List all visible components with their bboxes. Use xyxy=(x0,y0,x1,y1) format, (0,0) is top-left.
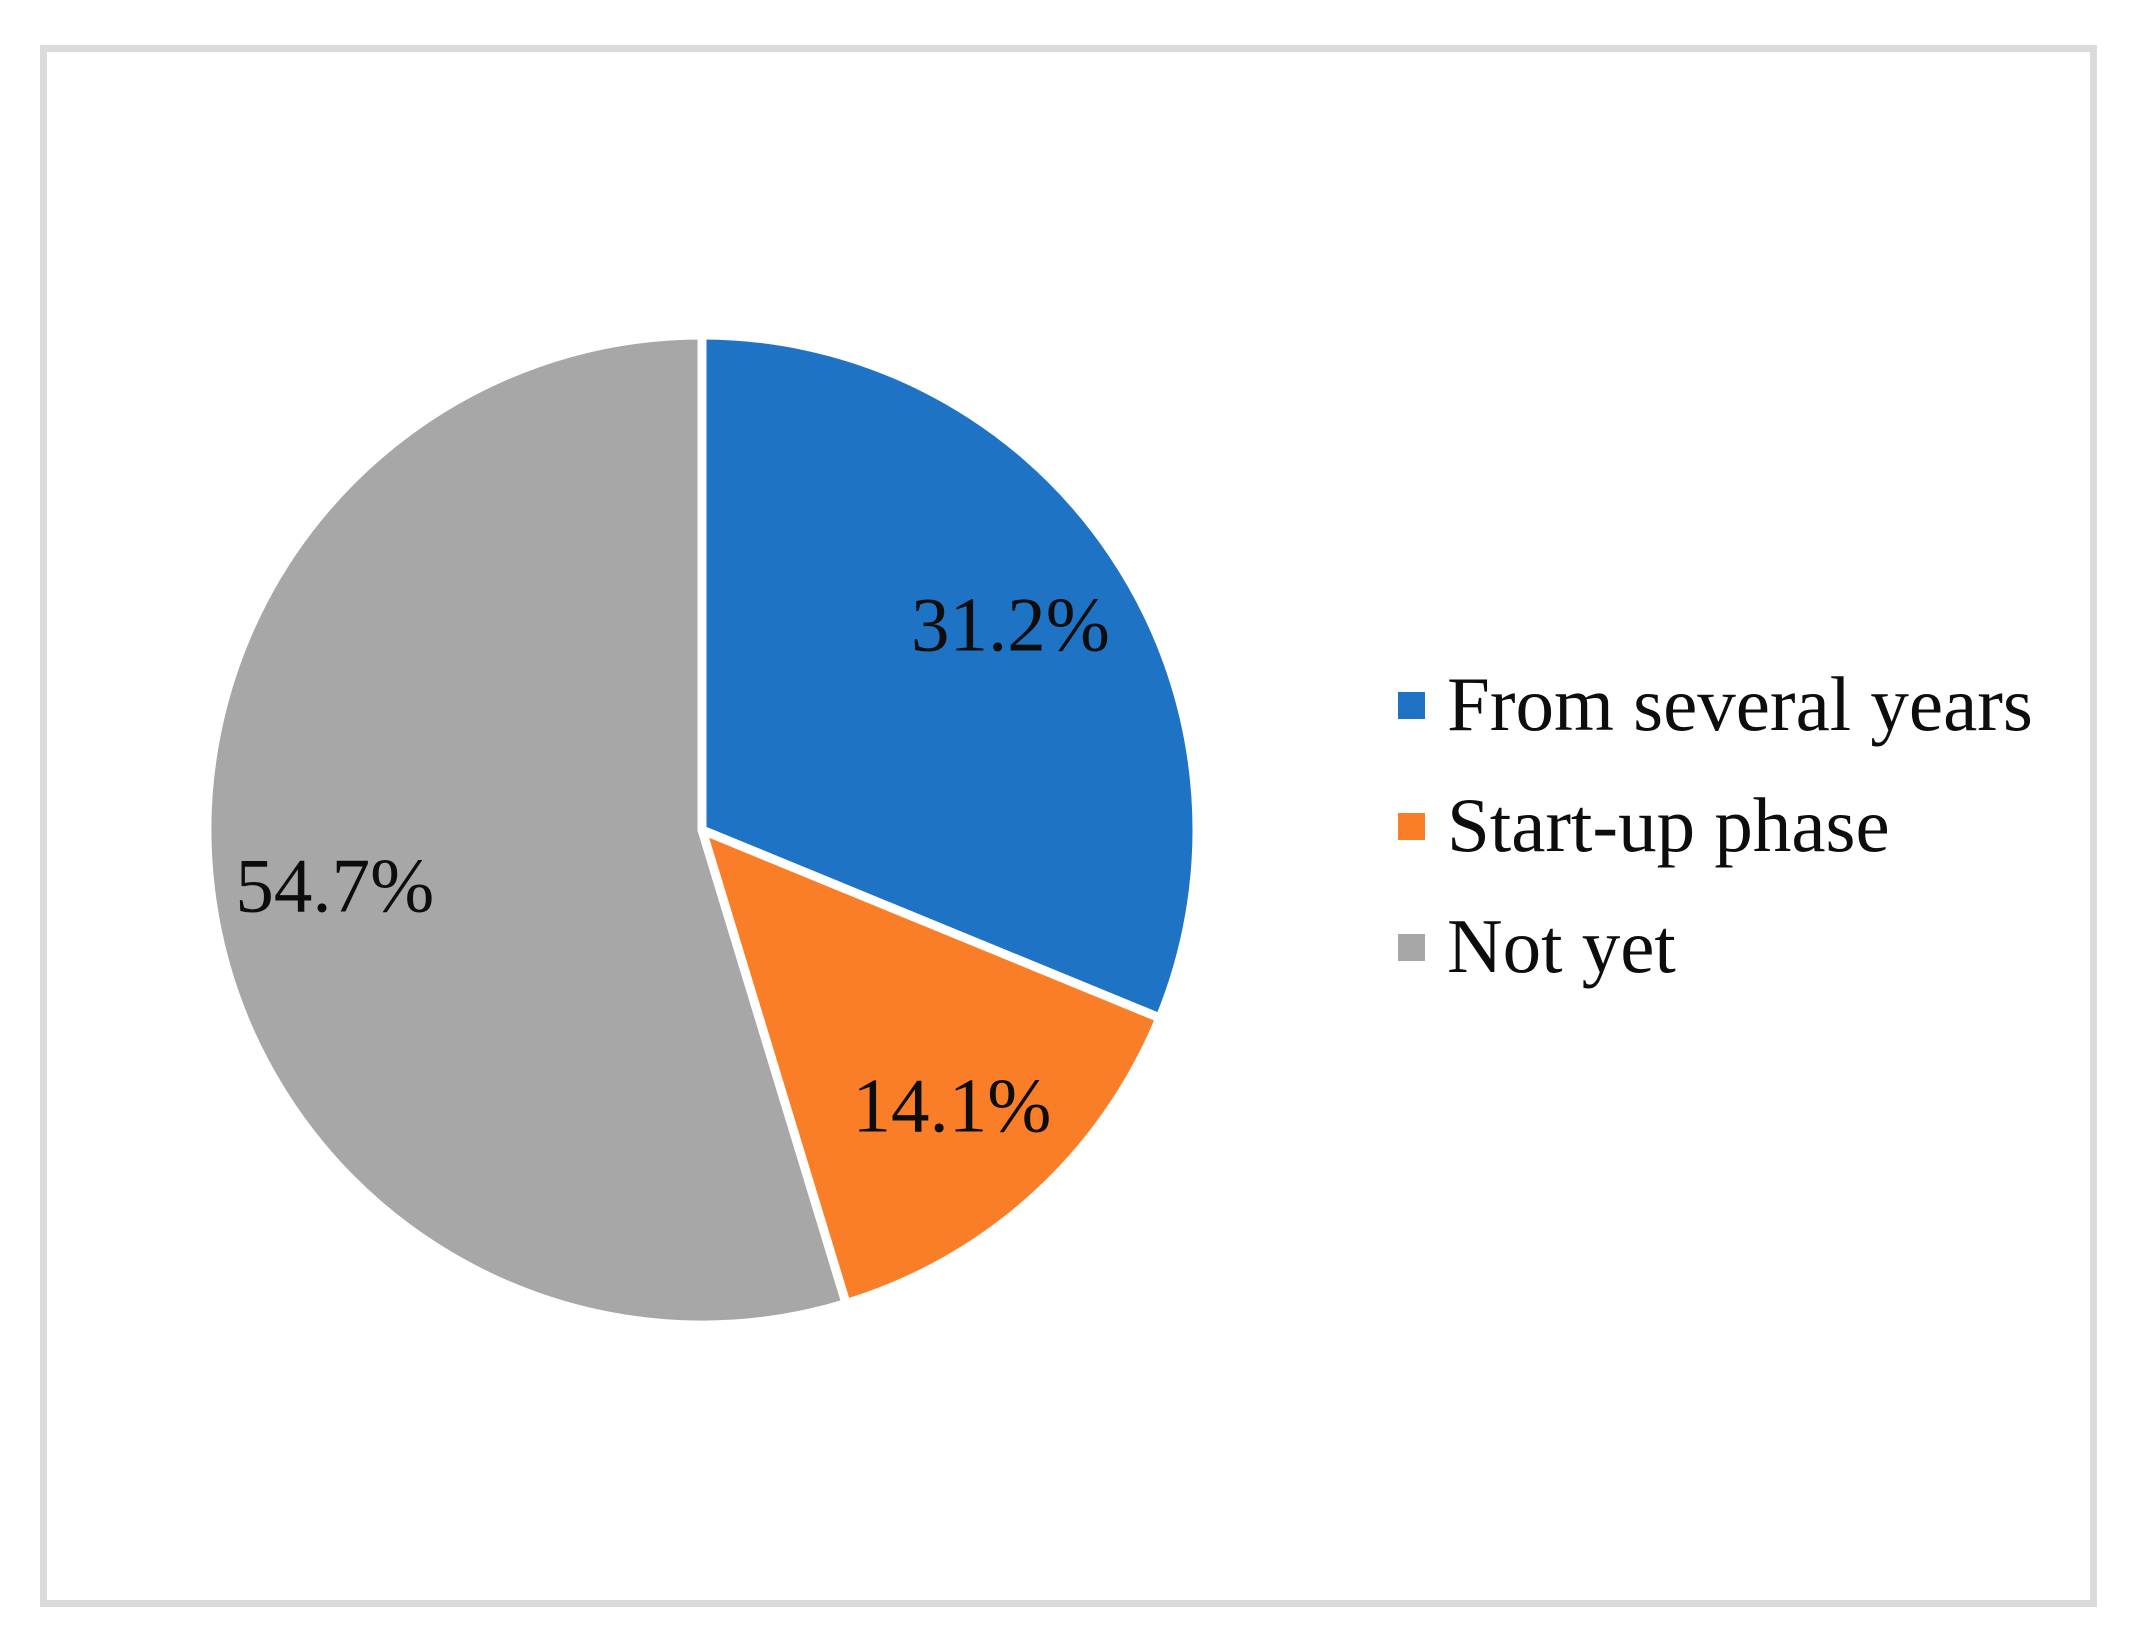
pie-slice-from-several-years xyxy=(697,330,1202,1023)
legend-label-not-yet: Not yet xyxy=(1447,902,1676,989)
pie-label-start-up-phase: 14.1% xyxy=(852,1063,1051,1149)
pie-label-from-several-years: 31.2% xyxy=(911,581,1110,667)
pie-label-not-yet: 54.7% xyxy=(235,843,434,929)
legend-marker-from-several-years-icon xyxy=(1398,692,1425,719)
legend-marker-start-up-phase-icon xyxy=(1398,813,1425,840)
pie-slice-start-up-phase xyxy=(697,825,1165,1309)
legend-item-from-several-years: From several years xyxy=(1398,660,2033,748)
legend-item-not-yet: Not yet xyxy=(1398,902,2033,990)
pie-slice-not-yet xyxy=(202,330,851,1330)
pie-plot-area: 31.2% 14.1% 54.7% xyxy=(202,330,1202,1330)
legend: From several years Start-up phase Not ye… xyxy=(1398,660,2033,1023)
legend-label-from-several-years: From several years xyxy=(1447,660,2033,747)
legend-item-start-up-phase: Start-up phase xyxy=(1398,781,2033,869)
legend-marker-not-yet-icon xyxy=(1398,934,1425,961)
legend-label-start-up-phase: Start-up phase xyxy=(1447,781,1890,868)
